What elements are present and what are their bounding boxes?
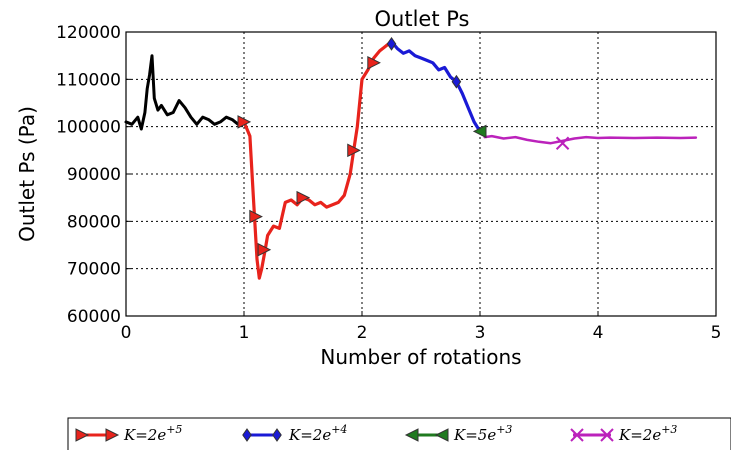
x-tick-label: 5: [711, 323, 722, 343]
series-line: [389, 39, 482, 133]
legend-item: K=2e+5: [75, 423, 182, 444]
legend-label-exponent: +4: [331, 423, 347, 436]
series-marker: [386, 36, 397, 51]
series-marker: [434, 428, 449, 442]
legend-item: K=2e+3: [570, 423, 677, 444]
series-marker: [472, 124, 487, 139]
legend-label-exponent: +3: [661, 423, 677, 436]
x-tick-label: 1: [239, 323, 250, 343]
legend-label-base: K=5e: [453, 426, 496, 444]
legend-label: K=2e+3: [618, 423, 677, 444]
series-marker: [272, 428, 282, 442]
series-marker: [451, 74, 462, 89]
series-marker: [237, 115, 252, 129]
y-tick-label: 90000: [67, 165, 121, 185]
series-marker: [105, 428, 120, 442]
legend-label-base: K=2e: [123, 426, 166, 444]
legend-label: K=2e+4: [288, 423, 347, 444]
tick-labels: 0 1 2 3 4 5 60000 70000 80000 90000 100000 110000 12…: [56, 23, 721, 343]
y-tick-label: 70000: [67, 260, 121, 280]
grid-lines: [126, 32, 716, 316]
x-tick-label: 2: [357, 323, 368, 343]
axis-ticks: [125, 31, 717, 317]
series-line: [242, 39, 394, 280]
series-line: [483, 134, 698, 145]
y-tick-label: 60000: [67, 307, 121, 327]
series-marker: [242, 428, 252, 442]
series-marker: [249, 209, 263, 224]
x-tick-label: 4: [593, 323, 604, 343]
legend-label-exponent: +3: [496, 423, 512, 436]
series-marker: [347, 143, 361, 158]
series-marker: [600, 428, 614, 442]
legend-label: K=5e+3: [453, 423, 512, 444]
legend-item: K=2e+4: [242, 423, 347, 444]
y-tick-label: 110000: [56, 70, 121, 90]
series-marker: [75, 428, 90, 442]
legend-label-exponent: +5: [166, 423, 182, 436]
legend-item: K=5e+3: [404, 423, 512, 444]
chart-title: Outlet Ps: [375, 7, 470, 31]
legend-frame: [67, 417, 731, 450]
series-marker: [570, 428, 584, 442]
legend: K=2e+5 K=2e+4 K=5e+3 K=2e+3: [67, 417, 731, 450]
legend-label-base: K=2e: [618, 426, 661, 444]
series-marker: [257, 242, 272, 257]
series-markers: [237, 36, 570, 257]
series-marker: [404, 428, 419, 442]
y-tick-label: 100000: [56, 118, 121, 138]
series-line: [124, 54, 246, 131]
y-axis-label: Outlet Ps (Pa): [15, 106, 39, 242]
x-axis-label: Number of rotations: [320, 345, 521, 369]
x-tick-label: 3: [475, 323, 486, 343]
series-marker: [555, 136, 570, 150]
series-marker: [296, 190, 311, 205]
y-tick-label: 120000: [56, 23, 121, 43]
x-tick-label: 0: [121, 323, 132, 343]
series-marker: [367, 55, 381, 70]
legend-label-base: K=2e: [288, 426, 331, 444]
legend-label: K=2e+5: [123, 423, 182, 444]
y-tick-label: 80000: [67, 212, 121, 232]
